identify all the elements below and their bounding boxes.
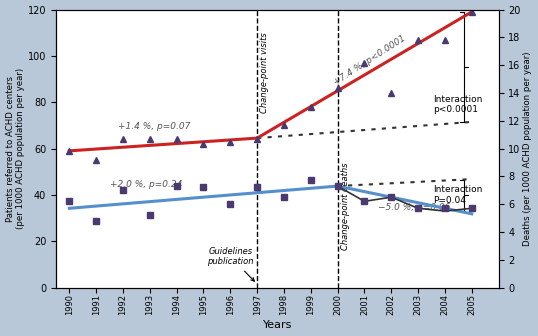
Text: Change-point visits: Change-point visits: [260, 33, 270, 114]
Text: +2.0 %, p=0.24: +2.0 %, p=0.24: [110, 180, 182, 189]
Text: Interaction
P=0.04: Interaction P=0.04: [433, 185, 482, 205]
Text: −5.0 %, p=0.06: −5.0 %, p=0.06: [378, 203, 450, 212]
X-axis label: Years: Years: [263, 321, 292, 330]
Text: Guidelines
publication: Guidelines publication: [207, 247, 254, 281]
Text: +7.4 %, p<0.0001: +7.4 %, p<0.0001: [332, 34, 407, 87]
Y-axis label: Patients referred to ACHD centers
(per 1000 ACHD population per year): Patients referred to ACHD centers (per 1…: [5, 68, 25, 229]
Text: Interaction
p<0.0001: Interaction p<0.0001: [433, 95, 482, 114]
Text: Change-point deaths: Change-point deaths: [341, 162, 350, 250]
Y-axis label: Deaths (per 1000 ACHD population per year): Deaths (per 1000 ACHD population per yea…: [523, 51, 533, 246]
Text: +1.4 %, p=0.07: +1.4 %, p=0.07: [118, 122, 190, 131]
